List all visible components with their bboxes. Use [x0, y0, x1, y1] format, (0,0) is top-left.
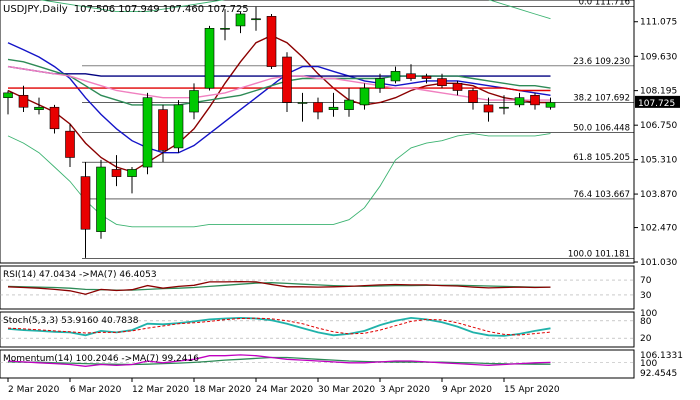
stoch-tick-label: 80 — [640, 317, 652, 327]
ma-bollinger-line — [38, 0, 551, 20]
candle-body — [437, 78, 447, 87]
candle-body — [142, 97, 153, 168]
candle-body — [313, 102, 323, 113]
stoch-tick-label: 20 — [640, 334, 652, 344]
price-tick-label: 105.310 — [640, 156, 677, 166]
candle-body — [173, 104, 184, 149]
candles — [3, 6, 556, 258]
candle-body — [375, 78, 385, 89]
candle-body — [406, 73, 416, 79]
date-tick-label: 6 Mar 2020 — [70, 385, 122, 395]
price-tick-label: 109.630 — [640, 52, 677, 62]
momentum-ma-line — [7, 356, 551, 366]
candle-body — [359, 87, 370, 106]
fib-label: 76.4 103.667 — [573, 190, 630, 200]
candle-body — [220, 28, 230, 30]
stoch-panel: 80 20 100 — [0, 309, 657, 344]
fib-label: 100.0 101.181 — [568, 249, 630, 259]
price-tick-label: 111.075 — [640, 18, 677, 28]
header-symbol: USDJPY,Daily — [3, 4, 68, 15]
price-tick-label: 108.195 — [640, 87, 677, 97]
candle-body — [514, 97, 525, 106]
stoch-label: Stoch(5,3,3) 53.9160 40.7838 — [3, 316, 139, 326]
price-tick-label: 102.470 — [640, 224, 677, 234]
date-tick-label: 12 Mar 2020 — [132, 385, 189, 395]
date-tick-label: 2 Mar 2020 — [8, 385, 60, 395]
price-tick-label: 106.750 — [640, 121, 677, 131]
fib-label: 0.0 111.716 — [579, 0, 630, 7]
candle-body — [499, 106, 509, 109]
fib-label: 50.0 106.448 — [573, 123, 630, 133]
stoch-panel-frame — [0, 311, 635, 348]
stoch-tick-label: 100 — [640, 309, 657, 319]
stoch-signal-line — [7, 317, 551, 336]
rsi-panel: 70 30 — [0, 276, 652, 301]
momentum-main-line — [7, 354, 551, 367]
current-price-badge — [635, 95, 680, 108]
date-tick-label: 15 Apr 2020 — [504, 385, 560, 395]
price-tick-label: 101.030 — [640, 258, 677, 268]
candle-body — [111, 169, 122, 177]
candle-body — [96, 166, 106, 232]
candle-body — [266, 16, 277, 67]
fibonacci-levels: 0.0 111.716 23.6 109.230 38.2 107.692 50.0 … — [82, 0, 634, 259]
candle-body — [65, 130, 75, 158]
momentum-tick-label: 100 — [640, 359, 657, 369]
rsi-main-line — [7, 280, 551, 295]
candle-body — [545, 102, 556, 108]
price-panel-frame — [0, 0, 635, 264]
ma-ma_blue-line — [7, 42, 551, 154]
candle-body — [530, 94, 540, 106]
rsi-tick-label: 70 — [640, 276, 652, 286]
date-tick-label: 9 Apr 2020 — [442, 385, 492, 395]
fib-label: 61.8 105.205 — [573, 153, 630, 163]
momentum-label: Momentum(14) 100.2046 ->MA(7) 99.2416 — [3, 354, 199, 364]
date-tick-label: 30 Mar 2020 — [318, 385, 375, 395]
candle-body — [127, 169, 137, 177]
candle-body — [421, 75, 432, 79]
candle-body — [282, 56, 292, 103]
date-tick-label: 18 Mar 2020 — [194, 385, 251, 395]
candle-body — [483, 104, 494, 113]
candle-body — [80, 176, 91, 230]
candle-body — [328, 106, 339, 110]
rsi-label: RSI(14) 47.0434 ->MA(7) 46.4053 — [3, 270, 157, 280]
fib-label: 38.2 107.692 — [573, 94, 630, 104]
candle-body — [189, 90, 199, 113]
indicator-lines — [7, 0, 551, 228]
candle-body — [452, 83, 463, 91]
candle-body — [204, 28, 215, 89]
ma-ma_pink-line — [7, 65, 551, 101]
candle-body — [468, 90, 478, 103]
current-price-label: 107.725 — [638, 99, 675, 109]
stoch-main-line — [7, 316, 551, 337]
candle-body — [34, 106, 44, 110]
momentum-tick-label: 92.4545 — [640, 369, 677, 379]
candle-body — [344, 99, 354, 110]
header-ohlc: 107.506 107.949 107.460 107.725 — [74, 4, 249, 15]
date-tick-label: 3 Apr 2020 — [380, 385, 430, 395]
date-tick-label: 24 Mar 2020 — [256, 385, 313, 395]
date-axis: 2 Mar 2020 6 Mar 2020 12 Mar 2020 18 Mar 20… — [7, 378, 560, 395]
candle-body — [3, 92, 13, 98]
chart-title: USDJPY,Daily 107.506 107.949 107.460 107.… — [3, 4, 249, 15]
rsi-tick-label: 30 — [640, 291, 652, 301]
ma-ma_green-line — [7, 58, 551, 106]
candle-body — [297, 102, 308, 104]
candle-body — [390, 71, 401, 82]
price-tick-label: 103.870 — [640, 190, 677, 200]
candle-body — [251, 18, 261, 21]
candle-body — [158, 109, 168, 151]
candle-body — [18, 94, 29, 108]
candle-body — [235, 13, 246, 27]
fib-label: 23.6 109.230 — [573, 57, 630, 67]
price-axis: 111.075 109.630 108.195 106.750 105.310 103.8… — [634, 18, 680, 268]
candle-body — [49, 106, 60, 130]
momentum-tick-label: 106.1331 — [640, 351, 683, 361]
